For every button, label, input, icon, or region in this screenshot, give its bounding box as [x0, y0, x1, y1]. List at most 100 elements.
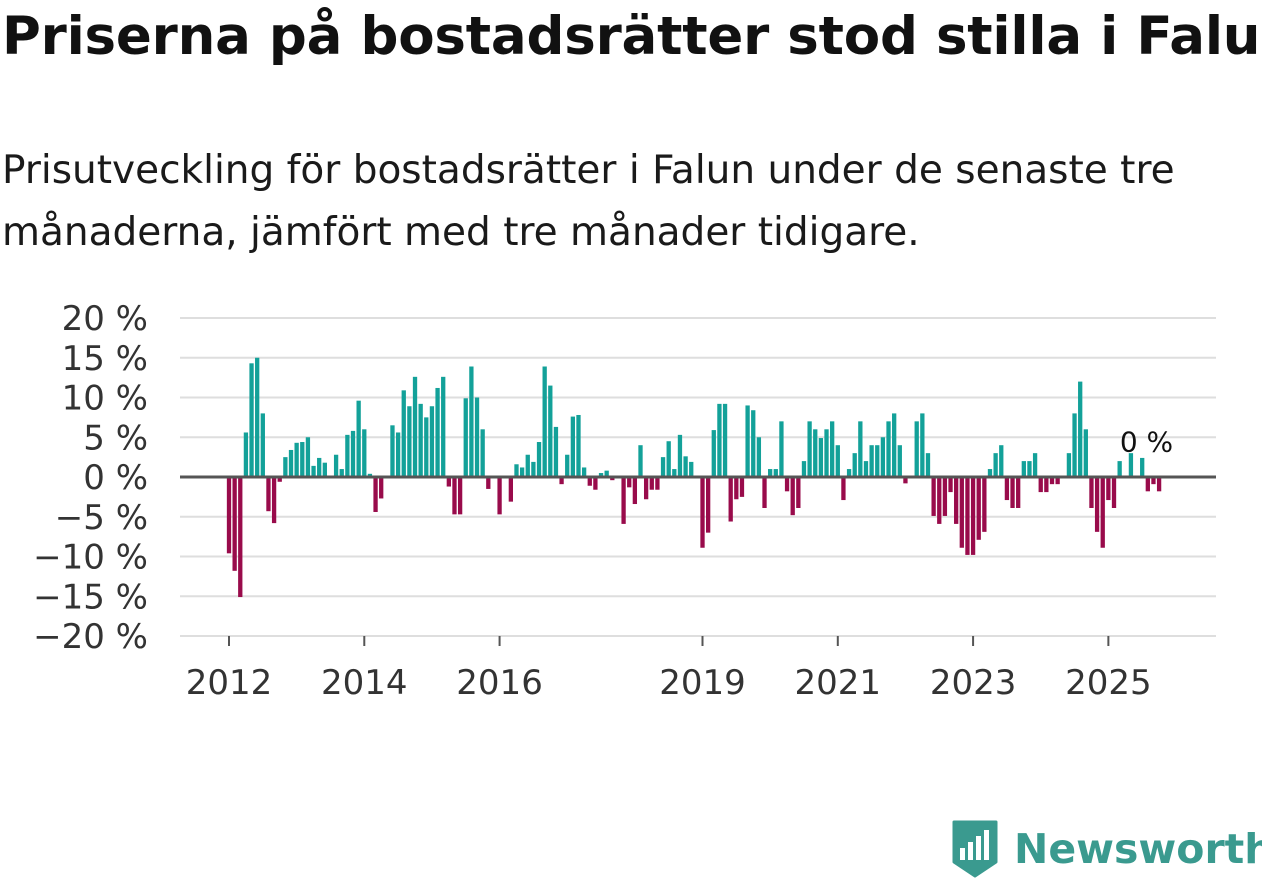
bar	[666, 441, 671, 477]
x-tick-label: 2025	[1065, 663, 1152, 703]
bar	[869, 445, 874, 477]
bar	[841, 477, 846, 501]
bar	[1055, 477, 1060, 485]
bar	[362, 429, 367, 477]
bar	[497, 477, 502, 515]
chart-title: Priserna på bostadsrätter stod stilla i …	[2, 6, 1262, 67]
bar	[734, 477, 739, 500]
bar	[271, 477, 277, 524]
bar	[1089, 477, 1094, 508]
x-tick-label: 2021	[795, 663, 882, 703]
bar	[745, 405, 750, 477]
bar	[356, 400, 361, 477]
bar	[711, 430, 716, 477]
bar	[768, 469, 773, 477]
bar	[852, 453, 857, 477]
bar	[553, 426, 559, 477]
bar	[418, 403, 423, 477]
bar	[689, 461, 694, 477]
bar	[226, 477, 232, 554]
bar	[942, 477, 948, 516]
bar	[632, 477, 638, 505]
axes: 20 %15 %10 %5 %0 %−5 %−10 %−15 %−20 %201…	[33, 299, 1216, 703]
bar	[892, 413, 897, 477]
bar	[294, 442, 299, 477]
x-tick-label: 2023	[930, 663, 1017, 703]
bar	[514, 464, 519, 477]
y-tick-label: 20 %	[62, 299, 148, 339]
bar	[1078, 381, 1083, 477]
bar	[1044, 477, 1049, 493]
bar	[830, 421, 835, 477]
bar	[581, 467, 587, 477]
newsworthy-logo-icon	[952, 820, 998, 878]
bar	[277, 477, 282, 482]
bar	[587, 477, 592, 486]
bar	[486, 477, 491, 489]
bar	[305, 437, 311, 477]
bar	[1038, 477, 1043, 493]
bar	[858, 421, 863, 477]
bar	[255, 357, 260, 477]
bar	[339, 469, 344, 477]
bar	[875, 445, 880, 477]
bar	[1004, 477, 1010, 501]
bar	[706, 477, 711, 533]
bar	[1049, 477, 1055, 485]
bar	[931, 477, 936, 516]
bar	[407, 406, 412, 477]
bar	[999, 445, 1004, 477]
bar	[1066, 453, 1072, 477]
bar	[722, 403, 728, 477]
bar	[739, 477, 745, 497]
bar	[452, 477, 457, 515]
bar	[824, 429, 829, 477]
bar	[1151, 477, 1156, 485]
x-tick-label: 2016	[456, 663, 543, 703]
bar	[1145, 477, 1150, 492]
bar	[796, 477, 801, 508]
bar	[1128, 453, 1134, 477]
y-tick-label: −10 %	[33, 538, 148, 578]
bar	[536, 442, 542, 477]
bar	[627, 477, 632, 488]
latest-value-label: 0 %	[1120, 426, 1173, 459]
x-tick-label: 2012	[186, 663, 273, 703]
bar	[880, 437, 886, 477]
bar	[519, 467, 525, 477]
bar	[598, 473, 604, 477]
bar	[260, 413, 265, 477]
bars	[226, 357, 1162, 598]
bar	[1140, 457, 1145, 477]
bar	[300, 442, 305, 477]
bar	[863, 461, 869, 477]
bar	[1021, 461, 1026, 477]
bar	[570, 416, 576, 477]
newsworthy-logo: Newsworthy	[950, 818, 1262, 880]
bar	[243, 432, 249, 477]
bar	[982, 477, 987, 532]
bar	[903, 477, 908, 484]
bar	[751, 410, 756, 477]
bar	[846, 469, 852, 477]
bar	[238, 477, 243, 598]
bar	[672, 469, 677, 477]
bar	[818, 438, 824, 477]
y-tick-label: −20 %	[33, 617, 148, 657]
bar-chart: 20 %15 %10 %5 %0 %−5 %−10 %−15 %−20 %201…	[33, 299, 1216, 703]
y-tick-label: 10 %	[62, 379, 148, 419]
bar	[773, 469, 778, 477]
bar	[1094, 477, 1100, 532]
bar	[762, 477, 767, 508]
bar	[463, 398, 468, 477]
bar	[683, 456, 688, 477]
bar	[373, 477, 378, 512]
bar	[959, 477, 964, 548]
bar	[649, 477, 654, 490]
bar	[401, 390, 406, 477]
bar	[807, 421, 812, 477]
bar	[333, 454, 339, 477]
bar	[249, 363, 254, 477]
bar	[457, 477, 463, 515]
bar	[311, 465, 316, 477]
